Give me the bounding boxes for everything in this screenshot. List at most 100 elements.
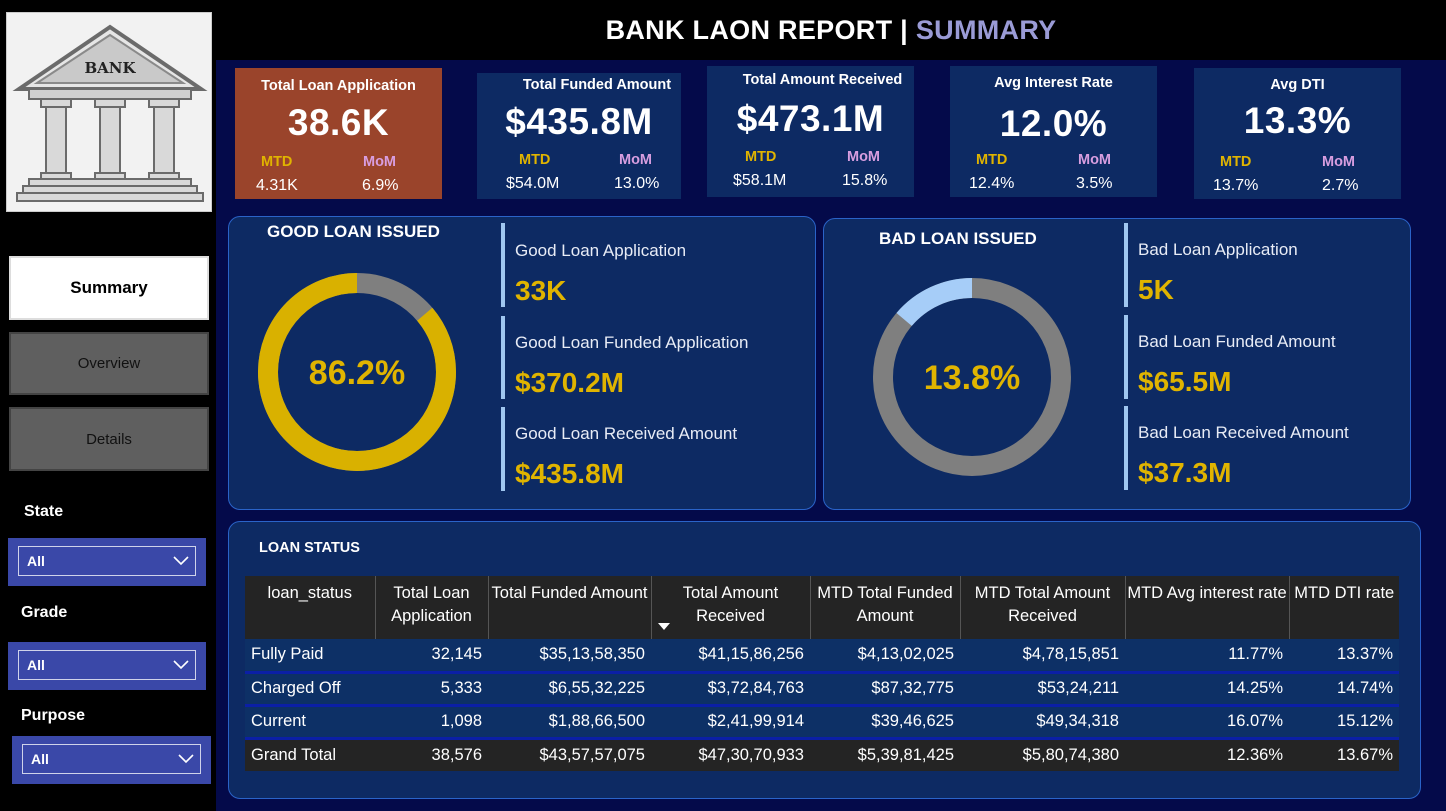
grade-select[interactable]: All <box>18 650 196 680</box>
header: BANK LAON REPORT | SUMMARY <box>216 0 1446 60</box>
state-select[interactable]: All <box>18 546 196 576</box>
kpi-mtd-label: MTD <box>261 154 293 170</box>
kpi-mom-label: MoM <box>619 152 653 168</box>
bad-loan-title: BAD LOAN ISSUED <box>879 229 1037 248</box>
table-cell: $4,13,02,025 <box>810 639 960 674</box>
table-cell: 13.67% <box>1289 738 1399 771</box>
table-cell: 32,145 <box>375 639 488 674</box>
column-header[interactable]: MTD Avg interest rate <box>1125 576 1290 639</box>
kpi-mtd-label: MTD <box>745 149 777 165</box>
donut-arc <box>873 278 1071 476</box>
metric-value: $37.3M <box>1138 457 1232 488</box>
title-separator: | <box>900 14 909 45</box>
chevron-down-icon <box>178 754 194 764</box>
table-cell: $35,13,58,350 <box>488 639 651 674</box>
kpi-title: Total Funded Amount <box>522 77 672 93</box>
bad-loan-application-metric: Bad Loan Application 5K <box>1124 223 1298 307</box>
kpi-card-avg-dti: Avg DTI 13.3% MTD MoM 13.7% 2.7% <box>1194 68 1401 199</box>
table-cell: $3,72,84,763 <box>651 672 810 707</box>
kpi-card-total-loan-application: Total Loan Application 38.6K MTD MoM 4.3… <box>235 68 442 199</box>
table-cell: Current <box>245 705 375 740</box>
state-select-value: All <box>27 553 45 569</box>
good-loan-funded-metric: Good Loan Funded Application $370.2M <box>501 316 748 399</box>
kpi-mtd-value: $54.0M <box>506 175 560 192</box>
table-cell: 16.07% <box>1125 705 1289 740</box>
report-title: BANK LAON REPORT <box>605 14 893 45</box>
good-loan-percent: 86.2% <box>309 354 405 392</box>
loan-status-panel: LOAN STATUS loan_status Total Loan Appli… <box>228 521 1421 799</box>
table-cell: Charged Off <box>245 672 375 707</box>
table-row: Charged Off 5,333 $6,55,32,225 $3,72,84,763… <box>245 672 1399 707</box>
kpi-mom-label: MoM <box>1078 152 1112 168</box>
table-cell: 1,098 <box>375 705 488 740</box>
column-header[interactable]: MTD Total Amount Received <box>960 576 1126 639</box>
table-cell: $4,78,15,851 <box>960 639 1125 674</box>
table-cell: Grand Total <box>245 738 375 771</box>
metric-label: Good Loan Funded Application <box>515 333 749 352</box>
table-cell: $5,39,81,425 <box>810 738 960 771</box>
table-cell: $43,57,57,075 <box>488 738 651 771</box>
kpi-mom-value: 3.5% <box>1076 175 1113 192</box>
kpi-mom-label: MoM <box>1322 154 1356 170</box>
column-header[interactable]: Total Loan Application <box>375 576 489 639</box>
table-cell: $6,55,32,225 <box>488 672 651 707</box>
kpi-mom-label: MoM <box>363 154 397 170</box>
good-loan-application-metric: Good Loan Application 33K <box>501 223 686 307</box>
nav-summary-button[interactable]: Summary <box>9 256 209 320</box>
column-header[interactable]: loan_status <box>245 576 376 639</box>
bad-loan-donut: 13.8% <box>873 278 1071 476</box>
good-loan-received-metric: Good Loan Received Amount $435.8M <box>501 407 737 491</box>
purpose-select-value: All <box>31 751 49 767</box>
sort-descending-icon <box>657 623 670 630</box>
metric-value: $435.8M <box>515 458 624 489</box>
purpose-filter[interactable]: All <box>12 736 211 784</box>
metric-label: Bad Loan Received Amount <box>1138 423 1349 442</box>
table-cell: $41,15,86,256 <box>651 639 810 674</box>
good-loan-title: GOOD LOAN ISSUED <box>267 222 440 241</box>
grade-filter[interactable]: All <box>8 642 206 690</box>
table-cell: 38,576 <box>375 738 488 771</box>
kpi-mom-value: 15.8% <box>842 172 888 189</box>
kpi-title: Total Loan Application <box>261 78 416 94</box>
table-header-row: loan_status Total Loan Application Total… <box>245 576 1399 639</box>
kpi-card-total-funded-amount: Total Funded Amount $435.8M MTD MoM $54.… <box>477 73 681 199</box>
kpi-mom-value: 2.7% <box>1322 177 1359 194</box>
table-cell: 11.77% <box>1125 639 1289 674</box>
column-header[interactable]: MTD Total Funded Amount <box>810 576 961 639</box>
table-cell: $2,41,99,914 <box>651 705 810 740</box>
kpi-value: 38.6K <box>287 102 390 143</box>
chevron-down-icon <box>173 660 189 670</box>
table-total-row: Grand Total 38,576 $43,57,57,075 $47,30,70,… <box>245 738 1399 771</box>
bad-loan-received-metric: Bad Loan Received Amount $37.3M <box>1124 406 1349 490</box>
table-row: Fully Paid 32,145 $35,13,58,350 $41,15,86,2… <box>245 639 1399 674</box>
kpi-mtd-label: MTD <box>519 152 551 168</box>
kpi-title: Avg DTI <box>1270 77 1325 93</box>
column-header-label: Total Amount Received <box>682 584 779 625</box>
state-filter[interactable]: All <box>8 538 206 586</box>
metric-label: Bad Loan Application <box>1138 240 1298 259</box>
kpi-mom-value: 6.9% <box>362 177 399 194</box>
bank-logo: BANK <box>6 12 212 212</box>
kpi-mtd-value: $58.1M <box>733 172 787 189</box>
metric-label: Bad Loan Funded Amount <box>1138 332 1336 351</box>
column-header[interactable]: MTD DTI rate <box>1289 576 1399 639</box>
nav-overview-button[interactable]: Overview <box>9 332 209 395</box>
column-header[interactable]: Total Funded Amount <box>488 576 652 639</box>
kpi-value: 12.0% <box>999 103 1108 144</box>
table-cell: 12.36% <box>1125 738 1289 771</box>
column-header-sorted[interactable]: Total Amount Received <box>651 576 811 639</box>
kpi-mom-value: 13.0% <box>614 175 660 192</box>
table-cell: $5,80,74,380 <box>960 738 1125 771</box>
report-subtitle: SUMMARY <box>915 14 1057 45</box>
kpi-value: $435.8M <box>505 101 653 142</box>
kpi-card-total-amount-received: Total Amount Received $473.1M MTD MoM $5… <box>707 66 914 197</box>
nav-details-button[interactable]: Details <box>9 407 209 471</box>
metric-value: $370.2M <box>515 367 624 398</box>
purpose-select[interactable]: All <box>22 744 201 774</box>
metric-value: 5K <box>1138 274 1174 305</box>
loan-status-table: loan_status Total Loan Application Total… <box>245 576 1399 771</box>
table-cell: 13.37% <box>1289 639 1399 674</box>
metric-value: 33K <box>515 275 567 306</box>
table-cell: 14.74% <box>1289 672 1399 707</box>
page-title: BANK LAON REPORT | SUMMARY <box>606 15 1057 46</box>
